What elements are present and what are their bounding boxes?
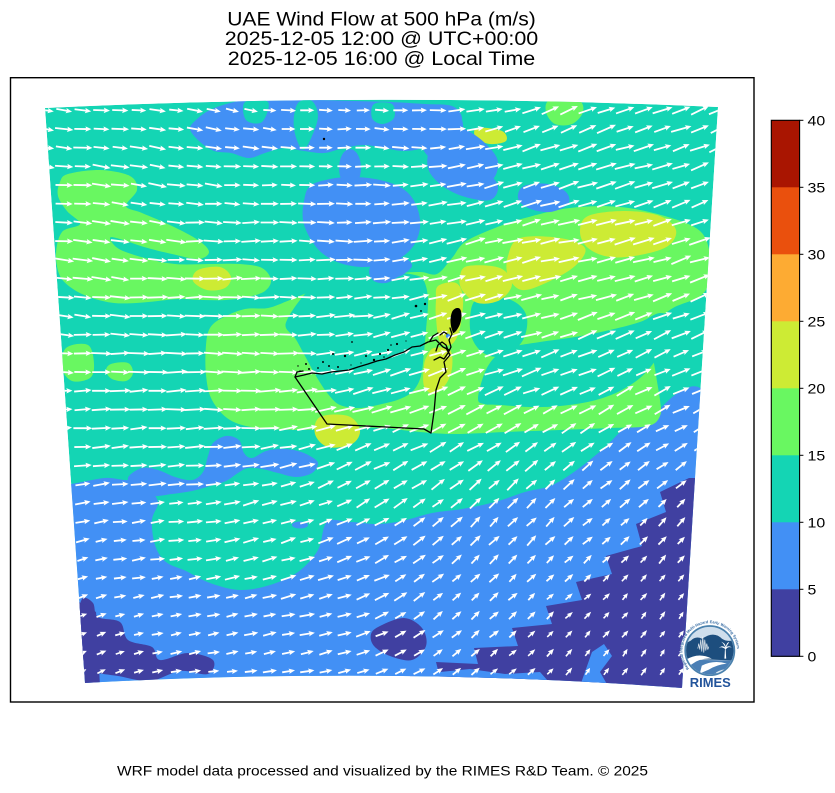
svg-text:20: 20 — [808, 380, 826, 396]
svg-text:WRF model data processed and v: WRF model data processed and visualized … — [117, 762, 648, 778]
svg-text:2025-12-05 12:00 @ UTC+00:00: 2025-12-05 12:00 @ UTC+00:00 — [225, 29, 539, 50]
svg-text:5: 5 — [808, 581, 817, 597]
svg-text:2025-12-05 16:00 @ Local Time: 2025-12-05 16:00 @ Local Time — [228, 49, 536, 70]
svg-text:UAE Wind Flow at 500 hPa (m/s): UAE Wind Flow at 500 hPa (m/s) — [227, 10, 536, 31]
svg-text:15: 15 — [808, 447, 826, 463]
svg-text:30: 30 — [808, 246, 826, 262]
svg-text:RIMES: RIMES — [690, 676, 731, 690]
svg-text:0: 0 — [808, 648, 817, 664]
svg-text:10: 10 — [808, 514, 826, 530]
svg-text:25: 25 — [808, 313, 826, 329]
svg-text:40: 40 — [808, 112, 826, 128]
svg-text:35: 35 — [808, 179, 826, 195]
